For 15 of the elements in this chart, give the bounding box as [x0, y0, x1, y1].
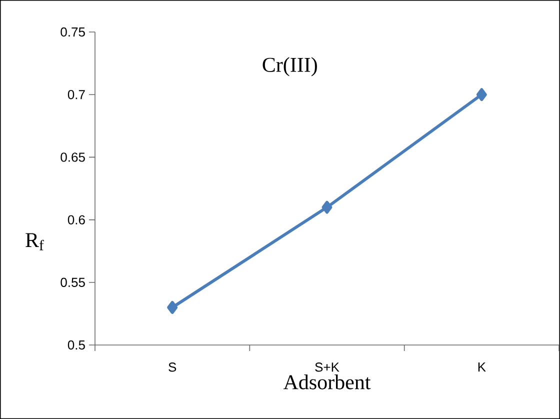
point: [167, 300, 178, 314]
y-tick-label: 0.75: [60, 27, 85, 37]
y-tick-label: 0.55: [60, 278, 85, 287]
y-tick-label: 0.5: [68, 340, 85, 350]
text: Cr(III): [262, 57, 317, 76]
y-tick-label: 0.6: [68, 215, 85, 224]
y-tick-label: 0.65: [60, 152, 85, 162]
x-tick-label: S+K: [315, 362, 340, 372]
x-axis-title: Adsorbent: [283, 374, 371, 390]
y-axis-title: R$_{f}$: [26, 233, 44, 250]
y-tick-label: 0.7: [68, 90, 85, 100]
point: [322, 200, 332, 214]
x-tick-label: K: [478, 362, 486, 372]
point: [476, 88, 487, 102]
x-tick-label: S: [168, 362, 176, 372]
